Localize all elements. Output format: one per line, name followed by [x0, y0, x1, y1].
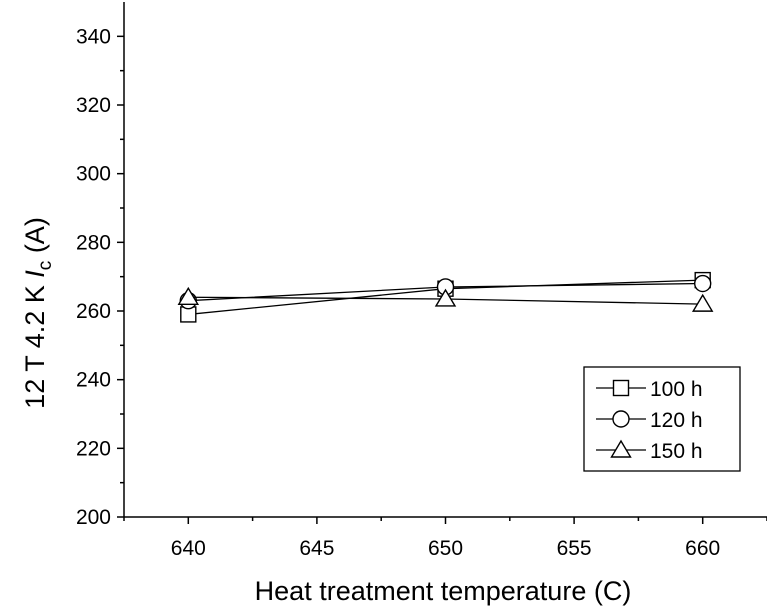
data-point-circle	[694, 274, 712, 293]
y-tick-label: 260	[76, 300, 111, 323]
data-point-triangle	[691, 293, 714, 312]
legend-marker-square	[612, 379, 630, 397]
y-tick-label: 240	[76, 369, 111, 392]
y-tick-label: 220	[76, 437, 111, 460]
x-tick-label: 650	[428, 537, 463, 560]
ticks: 640 645 650 655 660 200 220 240 260 280 300 320 340	[76, 25, 767, 560]
y-axis-title-symbol: I	[20, 270, 50, 278]
y-tick-label: 300	[76, 163, 111, 186]
legend-marker-circle	[612, 410, 630, 428]
legend-label: 120 h	[650, 409, 703, 432]
x-axis-title: Heat treatment temperature (C)	[255, 576, 632, 606]
legend-label: 100 h	[650, 378, 703, 401]
y-tick-label: 340	[76, 25, 111, 48]
y-axis-title-prefix: 12 T 4.2 K	[20, 278, 50, 409]
data-point-triangle	[177, 286, 200, 305]
legend-marker-triangle	[610, 439, 632, 458]
x-tick-label: 655	[557, 537, 592, 560]
y-tick-label: 320	[76, 94, 111, 117]
x-tick-label: 645	[299, 537, 334, 560]
x-tick-label: 640	[171, 537, 206, 560]
series-layer	[177, 271, 714, 323]
y-axis-title: 12 T 4.2 K Ic (A)	[20, 217, 56, 409]
y-tick-label: 280	[76, 231, 111, 254]
y-axis-title-subscript: c	[35, 261, 56, 271]
legend-label: 150 h	[650, 440, 703, 463]
data-point-triangle	[434, 288, 457, 307]
y-axis-title-suffix: (A)	[20, 217, 50, 261]
series-150-h	[177, 286, 714, 312]
legend: 100 h 120 h 150 h	[583, 366, 741, 472]
y-tick-label: 200	[76, 506, 111, 529]
x-tick-label: 660	[685, 537, 720, 560]
